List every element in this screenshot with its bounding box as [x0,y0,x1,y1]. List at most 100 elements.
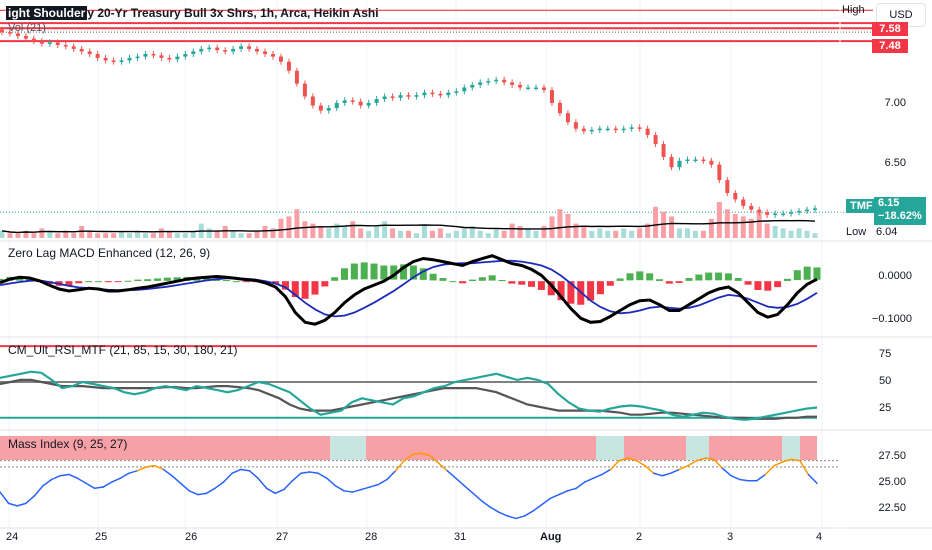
volume-ma-line [1,219,816,234]
volume-bar [748,218,754,238]
volume-bar [708,218,714,238]
volume-bar [692,230,698,238]
mass-index-segment [618,457,629,462]
price-tick: 7.00 [884,97,906,109]
mass-index-segment [807,473,818,485]
macd-histogram-bar [94,281,102,283]
volume-bar [103,233,109,238]
mass-index-label: Mass Index (9, 25, 27) [8,437,128,451]
volume-bar [804,230,810,238]
mass-index-segment [601,468,612,476]
mass-index-segment [50,474,61,481]
candle-body [342,100,347,103]
rsi-tick: 25 [879,402,892,414]
mass-index-segment [274,488,285,495]
macd-histogram-bar [754,281,762,290]
macd-histogram-bar [65,281,73,286]
candle-body [119,60,124,62]
macd-histogram-bar [144,279,152,281]
price-pane[interactable] [0,9,873,238]
mass-index-segment [730,474,741,481]
macd-histogram-bar [636,271,644,281]
volume-bar [182,233,188,238]
rsi-pane[interactable] [0,345,818,421]
low-label: Low [846,226,867,238]
candle-body [470,84,475,88]
volume-bar [294,209,300,238]
rsi-mtf-line [0,378,817,420]
chart-title: ight Shoulder y 20-Yr Treasury Bull 3x Sh… [6,6,379,20]
volume-bar [63,230,69,238]
candle-body [494,79,499,82]
mass-index-pane[interactable] [0,436,840,520]
mass-index-segment [248,469,259,479]
volume-bar [222,226,228,238]
candle-body [661,144,666,157]
macd-histogram-bar [390,265,398,280]
candle-body [23,36,28,39]
candle-body [215,47,220,51]
mass-index-segment [773,461,784,467]
mass-tick: 27.50 [878,450,906,462]
candle-body [549,90,554,103]
mass-index-segment [291,472,302,482]
mass-band-low [686,436,709,460]
low-value: 6.04 [876,226,898,238]
mass-index-segment [33,485,44,497]
volume-bar [724,209,730,238]
volume-bar [254,230,260,238]
mass-index-segment [463,485,474,495]
macd-histogram-bar [419,268,427,280]
mass-index-segment [16,502,27,507]
volume-bar [429,230,435,238]
volume-bar [310,223,316,238]
macd-histogram-bar [813,267,821,280]
volume-bar [158,228,164,238]
macd-histogram-bar [596,281,604,295]
candle-body [39,41,44,44]
candle-body [239,46,244,49]
volume-bar [684,228,690,238]
volume-bar [174,233,180,238]
macd-histogram-bar [606,281,614,286]
mass-index-segment [240,468,251,472]
candle-body [789,212,794,214]
candle-body [31,38,36,42]
candle-body [390,96,395,98]
candle-body [462,87,467,92]
volume-bar [342,226,348,238]
volume-bar [238,233,244,238]
macd-histogram-bar [281,281,289,290]
mass-index-segment [429,454,440,464]
macd-histogram-bar [232,281,240,283]
mass-index-segment [756,473,767,482]
candle-body [446,92,451,96]
volume-bar [796,228,802,238]
volume-bar [230,230,236,238]
mass-index-segment [197,492,208,496]
volume-bar [493,228,499,238]
mass-index-segment [695,457,706,462]
x-tick: 2 [636,531,643,543]
macd-pane[interactable] [0,254,821,326]
mass-band-low [330,436,366,460]
macd-histogram-bar [656,279,664,281]
macd-histogram-bar [488,275,496,281]
volume-bar [71,233,77,238]
mass-index-segment [489,506,500,513]
macd-histogram-bar [734,278,742,281]
volume-bar [246,233,252,238]
volume-bar [597,228,603,238]
macd-histogram-bar [744,281,752,285]
candle-body [725,180,730,193]
macd-histogram-bar [104,281,112,283]
volume-bar [485,233,491,238]
x-tick: Aug [540,531,562,543]
macd-histogram-bar [291,281,299,298]
volume-bar [517,226,523,238]
volume-bar [286,216,292,238]
macd-histogram-bar [528,281,536,287]
volume-bar [812,233,818,238]
